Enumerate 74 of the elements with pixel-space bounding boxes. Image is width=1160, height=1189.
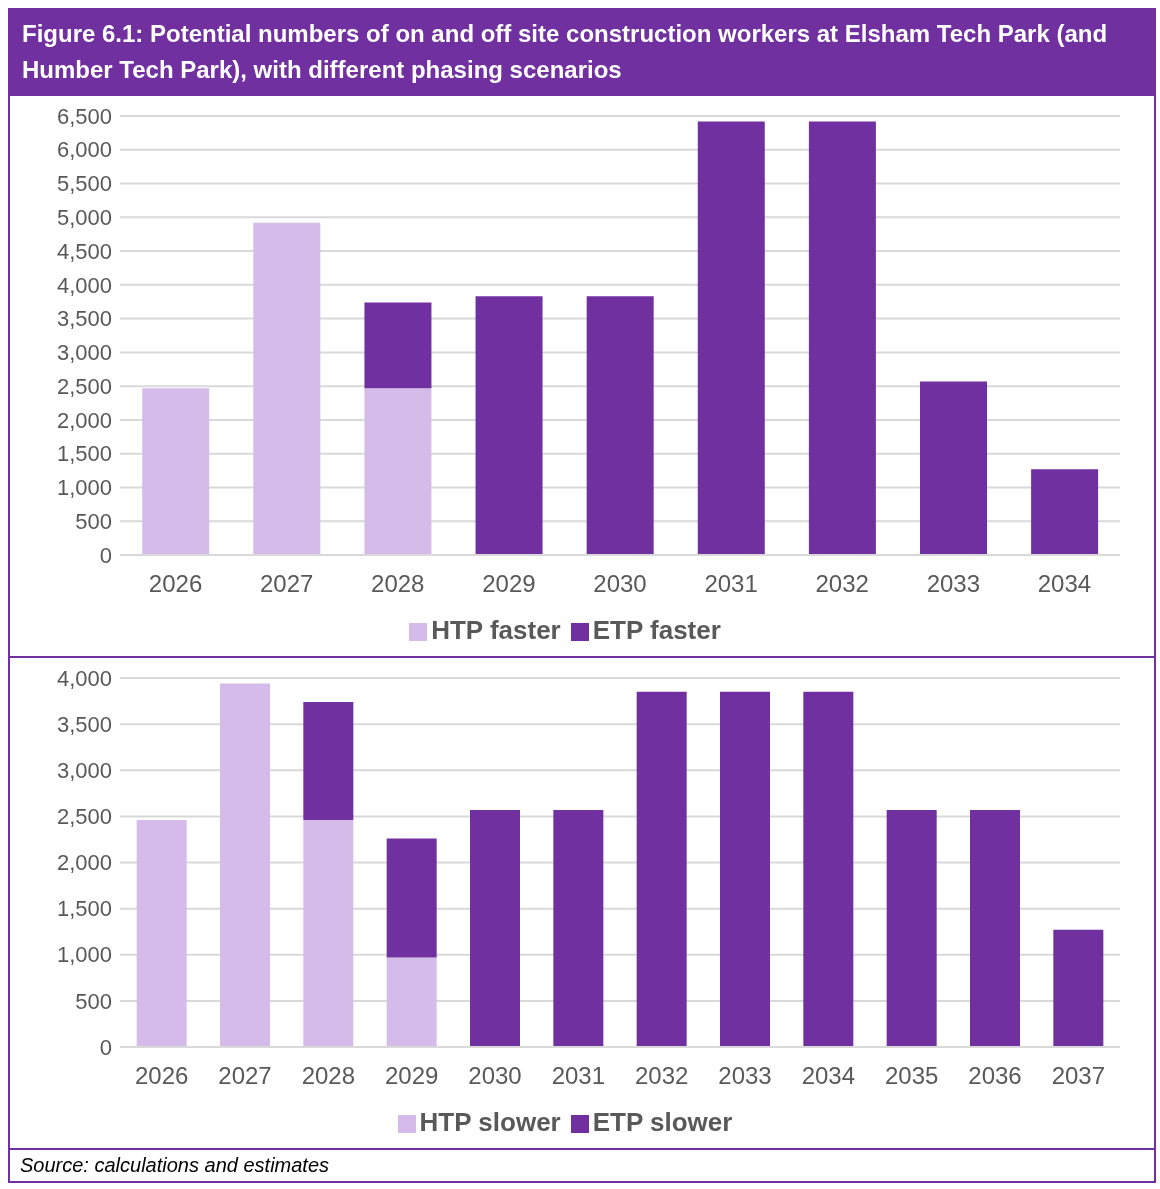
source-note: Source: calculations and estimates — [10, 1148, 1154, 1181]
y-tick-label: 1,500 — [56, 896, 112, 922]
bar — [136, 820, 187, 1047]
y-tick-label: 6,000 — [56, 137, 112, 163]
bar — [803, 691, 854, 1047]
y-tick-label: 3,000 — [56, 340, 112, 366]
y-tick-label: 6,500 — [56, 103, 112, 129]
y-tick-label: 0 — [99, 542, 112, 568]
x-tick-label: 2029 — [384, 1062, 439, 1090]
y-tick-label: 2,500 — [56, 804, 112, 830]
y-tick-label: 4,000 — [56, 665, 112, 691]
bar — [386, 957, 437, 1047]
x-tick-label: 2026 — [148, 570, 203, 598]
x-tick-label: 2037 — [1051, 1062, 1106, 1090]
y-tick-label: 1,000 — [56, 475, 112, 501]
x-tick-label: 2030 — [593, 570, 647, 598]
y-tick-label: 500 — [75, 988, 112, 1014]
bar — [475, 296, 543, 555]
bar — [920, 381, 987, 555]
bar — [303, 701, 354, 821]
bar — [970, 809, 1020, 1047]
legend-label: HTP faster — [431, 615, 561, 645]
x-tick-label: 2034 — [1037, 570, 1092, 598]
bar — [720, 691, 770, 1047]
bar — [808, 121, 876, 555]
bar — [470, 809, 520, 1047]
y-tick-label: 2,500 — [56, 373, 112, 399]
x-tick-label: 2031 — [551, 1062, 606, 1090]
legend-label: ETP slower — [592, 1107, 733, 1137]
bar — [636, 691, 687, 1047]
bar — [303, 820, 354, 1047]
x-tick-label: 2026 — [134, 1062, 189, 1090]
bar — [142, 388, 210, 555]
y-tick-label: 4,000 — [56, 272, 112, 298]
x-tick-label: 2028 — [301, 1062, 356, 1090]
y-tick-label: 0 — [99, 1034, 112, 1060]
y-tick-label: 1,500 — [56, 441, 112, 467]
y-tick-label: 4,500 — [56, 238, 112, 264]
y-tick-label: 3,000 — [56, 757, 112, 783]
y-tick-label: 5,000 — [56, 205, 112, 231]
legend-label: HTP slower — [419, 1107, 561, 1137]
bar — [697, 121, 765, 555]
y-tick-label: 2,000 — [56, 850, 112, 876]
bar — [220, 683, 270, 1047]
y-tick-label: 3,500 — [56, 306, 112, 332]
y-tick-label: 5,500 — [56, 171, 112, 197]
y-tick-label: 3,500 — [56, 711, 112, 737]
bar — [586, 296, 654, 555]
bar — [553, 809, 604, 1047]
x-tick-label: 2032 — [634, 1062, 689, 1090]
bar — [253, 222, 321, 555]
x-tick-label: 2033 — [926, 570, 981, 598]
chart-title: Figure 6.1: Potential numbers of on and off site construction workers at Elsham Tech Park (and Humber Tech Park), with different phasing scenarios — [10, 8, 1154, 96]
x-tick-label: 2027 — [218, 1062, 272, 1090]
x-tick-label: 2027 — [259, 570, 314, 598]
legend-label: ETP faster — [592, 615, 721, 645]
x-tick-label: 2030 — [468, 1062, 522, 1090]
x-tick-label: 2033 — [718, 1062, 772, 1090]
x-tick-label: 2034 — [801, 1062, 856, 1090]
bar — [364, 388, 432, 555]
bar — [886, 809, 937, 1047]
x-tick-label: 2036 — [968, 1062, 1022, 1090]
bar — [1031, 469, 1099, 555]
bar — [1053, 929, 1104, 1047]
y-tick-label: 500 — [75, 508, 112, 534]
bar — [364, 302, 432, 389]
y-tick-label: 1,000 — [56, 942, 112, 968]
x-tick-label: 2031 — [704, 570, 758, 598]
x-tick-label: 2035 — [884, 1062, 939, 1090]
x-tick-label: 2028 — [371, 570, 425, 598]
y-tick-label: 2,000 — [56, 407, 112, 433]
x-tick-label: 2032 — [815, 570, 869, 598]
bar — [386, 838, 437, 958]
x-tick-label: 2029 — [482, 570, 536, 598]
